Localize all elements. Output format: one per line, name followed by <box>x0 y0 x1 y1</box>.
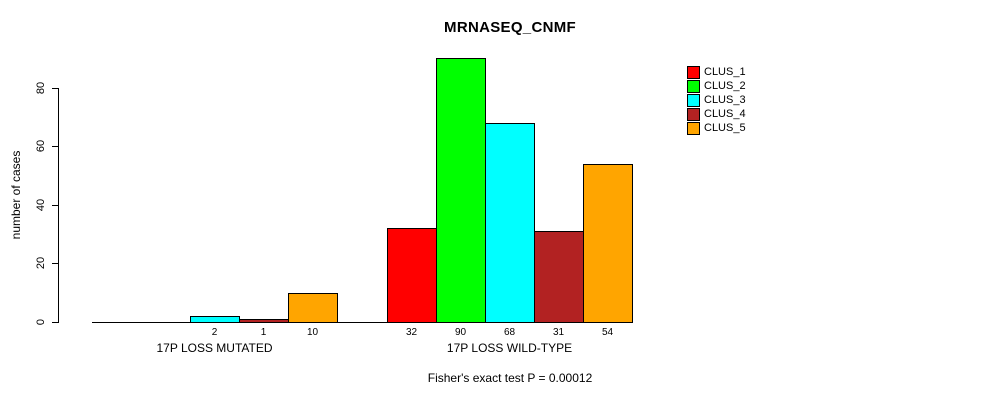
stat-test-label: Fisher's exact test P = 0.00012 <box>427 371 593 385</box>
legend-label: CLUS_4 <box>704 107 746 120</box>
bar-value-label: 10 <box>306 327 319 338</box>
y-tick <box>52 322 58 323</box>
bar-value-label: 54 <box>601 327 614 338</box>
bar-value-label: 90 <box>454 327 467 338</box>
bar-value-label: 2 <box>211 327 218 338</box>
bar-clus_1-group2 <box>387 228 437 323</box>
group-label: 17P LOSS WILD-TYPE <box>446 341 573 355</box>
bar-value-label: 68 <box>503 327 516 338</box>
bar-clus_3-group1 <box>190 316 240 323</box>
group-label: 17P LOSS MUTATED <box>156 341 273 355</box>
legend-swatch <box>687 107 700 121</box>
y-tick <box>52 205 58 206</box>
y-tick-label: 40 <box>35 198 47 212</box>
legend-label: CLUS_3 <box>704 93 746 106</box>
legend-item: CLUS_3 <box>687 93 746 107</box>
legend-item: CLUS_1 <box>687 65 746 79</box>
y-tick-label: 20 <box>35 256 47 270</box>
bar-value-label: 1 <box>260 327 267 338</box>
y-axis-line <box>58 88 59 323</box>
bar-clus_4-group2 <box>534 231 584 323</box>
legend-swatch <box>687 93 700 107</box>
legend-swatch <box>687 79 700 93</box>
y-axis-label: number of cases <box>9 150 23 240</box>
y-tick-label: 80 <box>35 81 47 95</box>
legend-item: CLUS_2 <box>687 79 746 93</box>
legend-label: CLUS_2 <box>704 79 746 92</box>
y-tick-label: 0 <box>35 318 47 326</box>
x-baseline <box>92 322 632 323</box>
y-tick <box>52 88 58 89</box>
y-tick-label: 60 <box>35 139 47 153</box>
legend-swatch <box>687 65 700 79</box>
bar-clus_5-group1 <box>288 293 338 323</box>
legend-item: CLUS_4 <box>687 107 746 121</box>
bar-clus_5-group2 <box>583 164 633 323</box>
bar-clus_4-group1 <box>239 319 289 323</box>
y-tick <box>52 146 58 147</box>
legend: CLUS_1 CLUS_2 CLUS_3 CLUS_4 CLUS_5 <box>687 65 746 135</box>
y-tick <box>52 263 58 264</box>
bar-clus_3-group2 <box>485 123 535 323</box>
legend-swatch <box>687 121 700 135</box>
legend-label: CLUS_1 <box>704 65 746 78</box>
chart-title: MRNASEQ_CNMF <box>444 19 576 36</box>
legend-label: CLUS_5 <box>704 121 746 134</box>
bar-value-label: 31 <box>552 327 565 338</box>
bar-clus_2-group2 <box>436 58 486 323</box>
bar-value-label: 32 <box>405 327 418 338</box>
legend-item: CLUS_5 <box>687 121 746 135</box>
